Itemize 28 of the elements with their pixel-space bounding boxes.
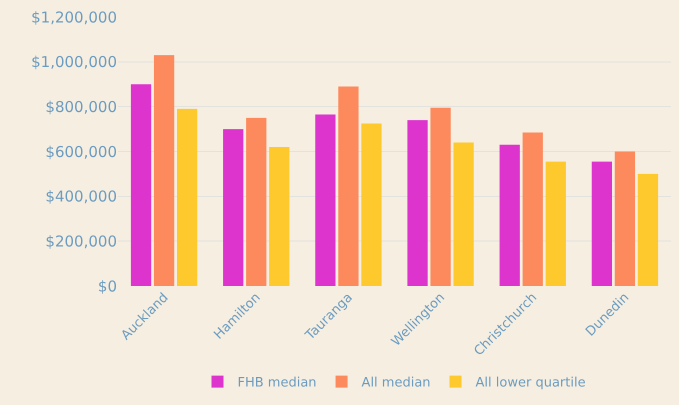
- y-tick-label: $400,000: [45, 188, 117, 206]
- y-tick-label: $1,200,000: [31, 8, 117, 26]
- bar: [338, 86, 359, 286]
- bar: [361, 123, 382, 286]
- bar: [246, 118, 266, 286]
- legend-label: All median: [362, 376, 431, 391]
- bar: [130, 84, 152, 286]
- bar: [223, 129, 244, 286]
- bar: [546, 162, 566, 286]
- bar: [315, 114, 336, 286]
- bar: [500, 144, 520, 286]
- legend-label: All lower quartile: [476, 376, 586, 391]
- legend-label: FHB median: [238, 376, 317, 391]
- bar: [614, 152, 636, 286]
- y-tick-label: $800,000: [45, 98, 117, 116]
- bar: [592, 162, 612, 286]
- y-tick-label: $1,000,000: [31, 53, 117, 72]
- bar: [154, 55, 174, 286]
- bar: [407, 120, 428, 286]
- bar: [176, 108, 198, 286]
- bar: [638, 174, 658, 286]
- bar: [430, 108, 451, 286]
- bar: [269, 147, 290, 286]
- bar: [522, 132, 543, 286]
- bar: [453, 142, 474, 286]
- y-tick-label: $600,000: [45, 142, 117, 161]
- y-tick-label: $200,000: [45, 232, 117, 250]
- y-tick-label: $0: [98, 277, 117, 296]
